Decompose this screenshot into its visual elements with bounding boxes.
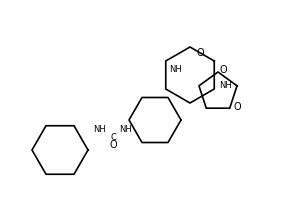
Text: NH: NH (219, 80, 231, 90)
Text: NH: NH (169, 66, 182, 74)
Text: C: C (110, 133, 116, 142)
Text: O: O (196, 48, 204, 58)
Text: O: O (219, 65, 227, 75)
Text: O: O (233, 102, 241, 112)
Text: O: O (109, 140, 117, 150)
Text: NH: NH (94, 125, 106, 134)
Text: NH: NH (120, 125, 132, 134)
